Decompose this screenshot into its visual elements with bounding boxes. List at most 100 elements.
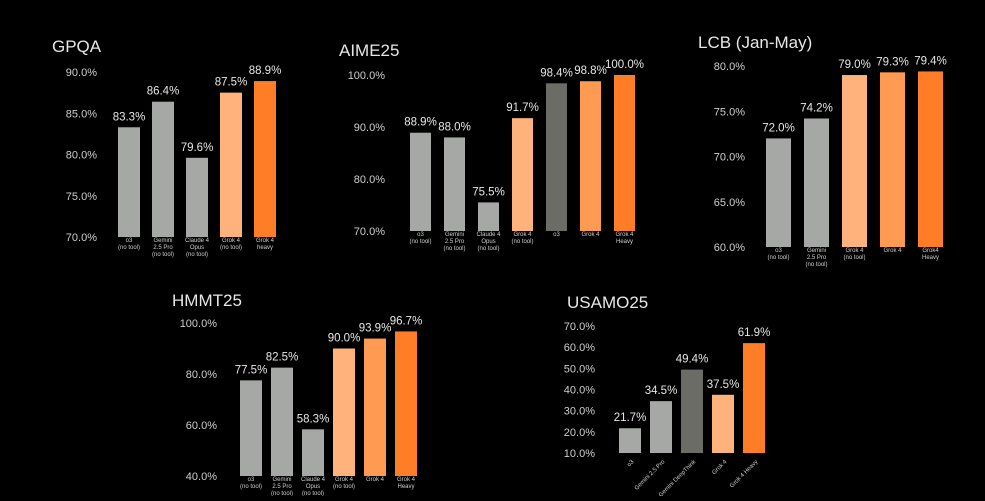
bar-value-label: 100.0% (605, 59, 644, 71)
chart-title: AIME25 (339, 41, 399, 60)
chart-title: GPQA (52, 37, 102, 56)
chart-title: USAMO25 (567, 293, 648, 312)
category-label: Gemini 2.5 Pro (no tool) (805, 248, 827, 268)
bar (712, 394, 734, 453)
y-tick-label: 80.0% (714, 61, 745, 73)
chart-lcb-jan-may: LCB (Jan-May) 80.0% 75.0% 70.0% 65.0% 60.0% 72… (690, 30, 980, 281)
bar-value-label: 34.5% (645, 385, 678, 397)
bar (254, 81, 276, 237)
bar-value-label: 91.7% (506, 102, 539, 114)
category-label: o3 (no tool) (767, 248, 789, 261)
bar-value-label: 58.3% (297, 413, 330, 425)
y-tick-label: 80.0% (186, 369, 217, 381)
y-tick-label: 100.0% (348, 70, 386, 82)
bar-value-label: 88.9% (249, 65, 282, 77)
category-label: Gemini 2.5 Pro (no tool) (152, 238, 174, 258)
bar-value-label: 61.9% (738, 327, 771, 339)
y-tick-label: 50.0% (564, 363, 595, 375)
bar (395, 331, 417, 476)
bar (271, 367, 293, 476)
category-label: Grok 4 (no tool) (511, 232, 533, 245)
y-tick-label: 90.0% (66, 67, 97, 79)
chart-svg: HMMT25 100.0% 80.0% 60.0% 40.0% 77.5% o3 (no to… (172, 291, 422, 497)
bar (410, 132, 431, 231)
bar (118, 127, 140, 237)
y-tick-label: 70.0% (66, 232, 97, 244)
bar (880, 72, 905, 248)
bar (743, 343, 765, 453)
bar-value-label: 21.7% (614, 412, 647, 424)
chart-svg: USAMO25 70.0% 60.0% 50.0% 40.0% 30.0% 20.0% 10.… (564, 293, 771, 499)
bar (614, 75, 635, 231)
bar-value-label: 37.5% (707, 379, 740, 391)
y-tick-label: 100.0% (180, 318, 218, 330)
y-tick-label: 85.0% (66, 108, 97, 120)
y-tick-label: 75.0% (714, 106, 745, 118)
chart-svg: GPQA 90.0% 85.0% 80.0% 75.0% 70.0% 83.3% o3 (no … (52, 37, 282, 258)
y-tick-label: 60.0% (714, 242, 745, 254)
y-tick-label: 60.0% (186, 420, 217, 432)
bar (650, 401, 672, 453)
bar-value-label: 83.3% (113, 111, 146, 123)
chart-title: LCB (Jan-May) (698, 33, 812, 52)
category-label: Grok 4 (366, 477, 385, 483)
category-label: o3 (no tool) (118, 238, 140, 251)
category-label: Grok 4 (no tool) (220, 238, 242, 251)
y-tick-label: 20.0% (564, 427, 595, 439)
chart-svg: AIME25 100.0% 90.0% 80.0% 70.0% 88.9% o3 (no to… (339, 41, 644, 252)
category-label: Grok 4 (883, 248, 902, 254)
bar-value-label: 87.5% (215, 77, 248, 89)
bar (766, 138, 791, 247)
bar-value-label: 79.0% (838, 59, 871, 71)
bar (918, 71, 943, 248)
bar-value-label: 72.0% (762, 122, 795, 134)
category-label: Grok 4 Heavy (729, 459, 759, 489)
chart-hmmt25: HMMT25 100.0% 80.0% 60.0% 40.0% 77.5% o3 (no to… (165, 288, 465, 501)
bar (580, 81, 601, 231)
bar (546, 83, 567, 231)
bar (619, 428, 641, 453)
category-label: Grok 4 (no tool) (843, 248, 865, 261)
category-label: Grok 4 Heavy (397, 477, 416, 490)
bar-value-label: 98.4% (540, 67, 573, 79)
category-label: Grok 4 (581, 232, 600, 238)
y-tick-label: 30.0% (564, 406, 595, 418)
y-tick-label: 70.0% (354, 226, 385, 238)
bar-value-label: 49.4% (676, 354, 709, 366)
chart-usamo25: USAMO25 70.0% 60.0% 50.0% 40.0% 30.0% 20.0% 10.… (545, 290, 845, 501)
bar-value-label: 86.4% (147, 86, 180, 98)
bar (240, 380, 262, 476)
bar (220, 92, 242, 237)
bar-value-label: 88.0% (438, 121, 471, 133)
category-label: o3 (no tool) (240, 477, 262, 490)
bar (364, 338, 386, 476)
bar-value-label: 77.5% (235, 364, 268, 376)
bar-value-label: 90.0% (328, 333, 361, 345)
y-tick-label: 10.0% (564, 448, 595, 460)
category-label: Claude 4 Opus (no tool) (476, 232, 501, 252)
category-label: Grok4 Heavy (922, 248, 939, 261)
bar (333, 348, 355, 476)
y-tick-label: 80.0% (66, 150, 97, 162)
bar-value-label: 98.8% (574, 65, 607, 77)
y-tick-label: 75.0% (66, 191, 97, 203)
bar-value-label: 88.9% (404, 117, 437, 129)
y-tick-label: 70.0% (564, 321, 595, 333)
category-label: Grok 4 (no tool) (333, 477, 355, 490)
bar (302, 429, 324, 476)
y-tick-label: 90.0% (354, 122, 385, 134)
category-label: Gemini 2.5 Pro (634, 459, 667, 492)
y-tick-label: 80.0% (354, 174, 385, 186)
bar (681, 369, 703, 453)
chart-gpqa: GPQA 90.0% 85.0% 80.0% 75.0% 70.0% 83.3% o3 (no … (48, 34, 298, 275)
category-label: Grok 4 Heavy (615, 232, 634, 245)
bar-value-label: 74.2% (800, 102, 833, 114)
chart-title: HMMT25 (172, 291, 242, 310)
category-label: Grok 4 (711, 459, 728, 476)
y-tick-label: 40.0% (186, 471, 217, 483)
bar-value-label: 93.9% (359, 323, 392, 335)
category-label: o3 (626, 459, 635, 468)
y-tick-label: 70.0% (714, 152, 745, 164)
bar (512, 118, 533, 231)
bar-value-label: 79.3% (876, 56, 909, 68)
